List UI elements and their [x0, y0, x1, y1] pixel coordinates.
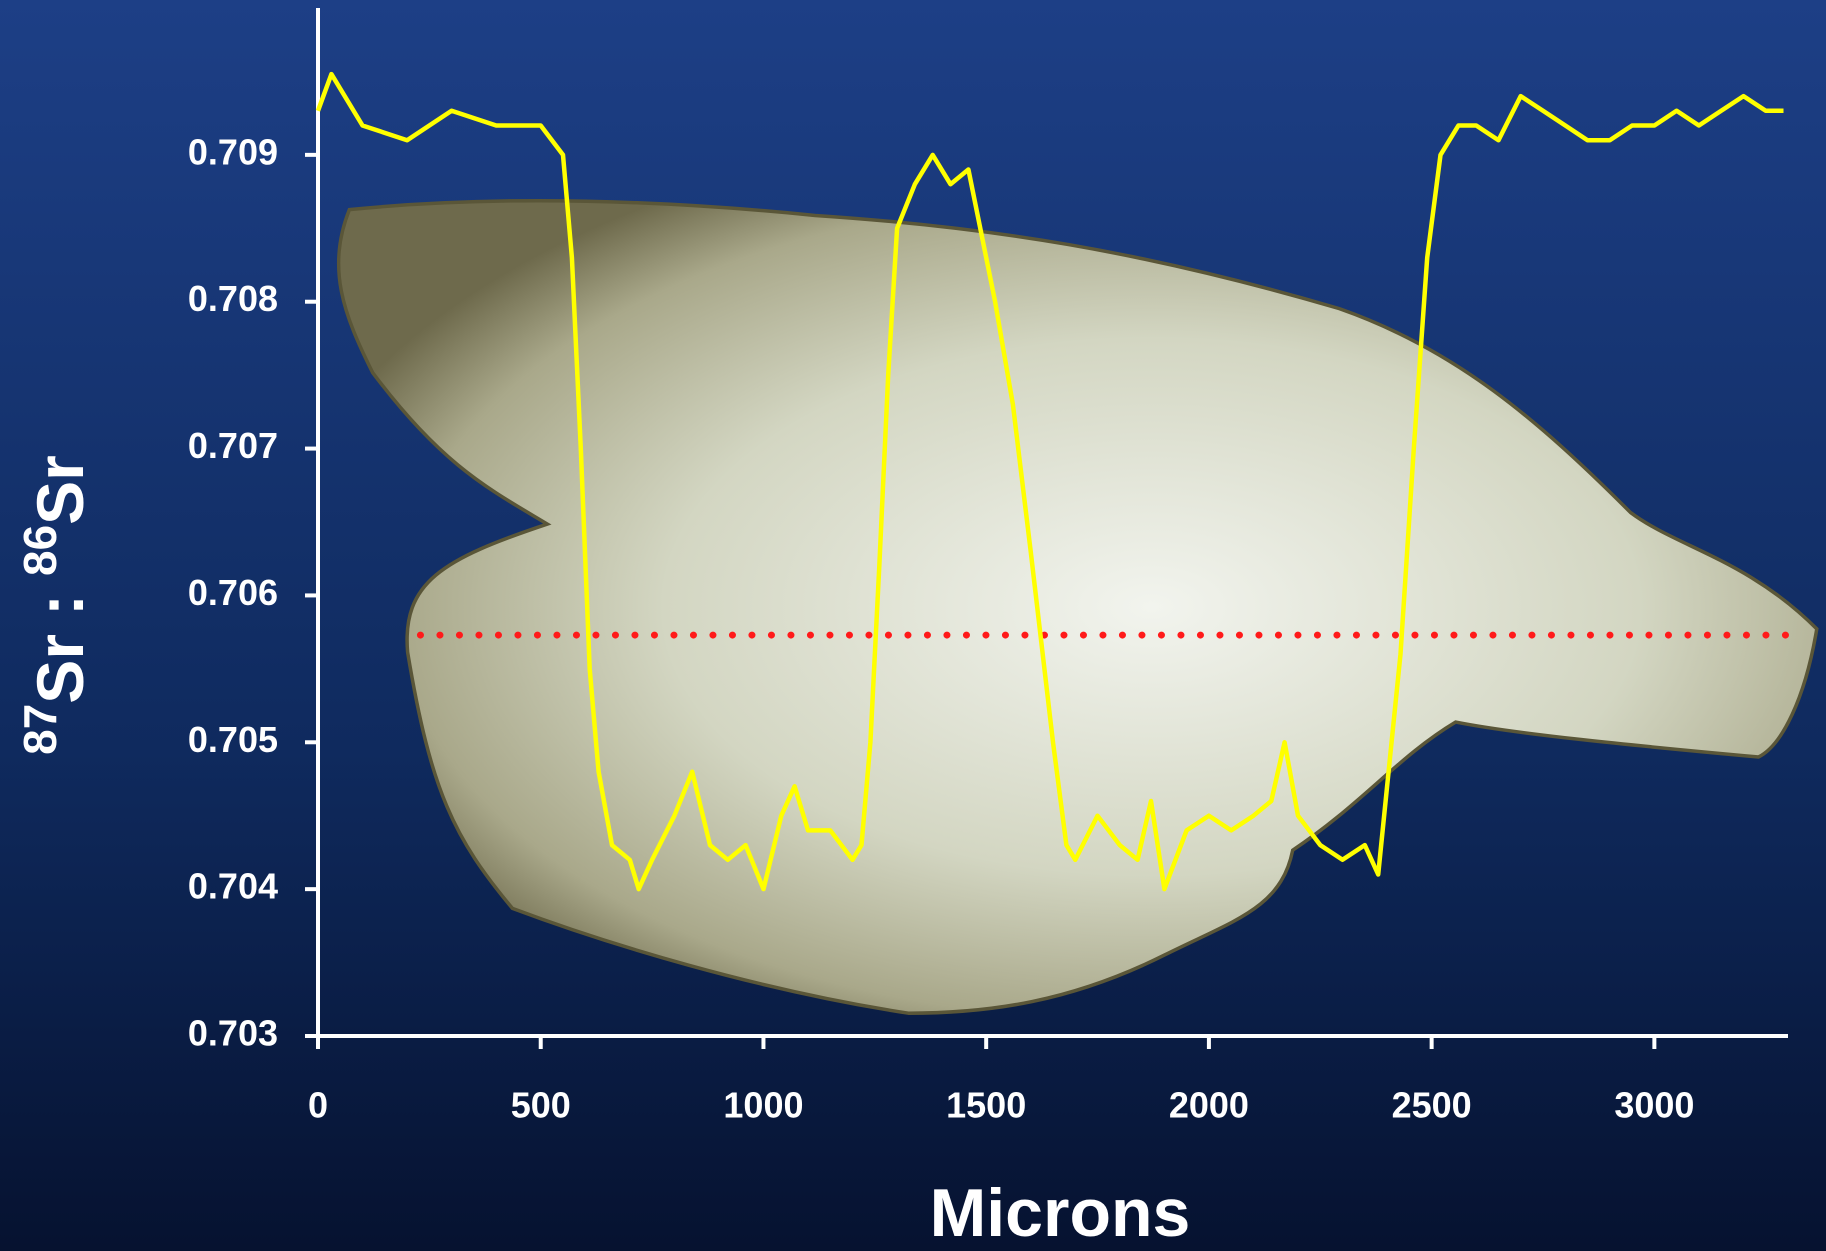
y-axis-label: 87Sr:86Sr [14, 455, 97, 755]
x-tick-label: 1500 [946, 1085, 1026, 1126]
y-label-mass: 86 [14, 525, 66, 576]
x-tick-label: 2000 [1169, 1085, 1249, 1126]
x-tick-label: 500 [511, 1085, 571, 1126]
y-tick-label: 0.706 [188, 572, 278, 613]
x-tick-label: 3000 [1614, 1085, 1694, 1126]
y-label-mass: 87 [14, 704, 66, 755]
x-tick-label: 0 [308, 1085, 328, 1126]
y-tick-label: 0.704 [188, 866, 278, 907]
y-tick-label: 0.708 [188, 278, 278, 319]
y-tick-label: 0.703 [188, 1013, 278, 1054]
plot-area: 0.703 0.704 0.705 0.706 0.707 0.708 0.709 0 500 1… [188, 8, 1796, 1126]
y-tick-label: 0.705 [188, 719, 278, 760]
data-line [315, 71, 1784, 892]
y-label-element: Sr [23, 634, 97, 704]
x-tick-label: 2500 [1392, 1085, 1472, 1126]
y-tick-label: 0.709 [188, 131, 278, 172]
y-tick-label: 0.707 [188, 425, 278, 466]
x-tick-label: 1000 [723, 1085, 803, 1126]
y-label-element: Sr [23, 455, 97, 525]
otolith-photo [336, 198, 1819, 1015]
y-label-separator: : [23, 594, 97, 616]
x-axis-label: Microns [930, 1175, 1191, 1251]
